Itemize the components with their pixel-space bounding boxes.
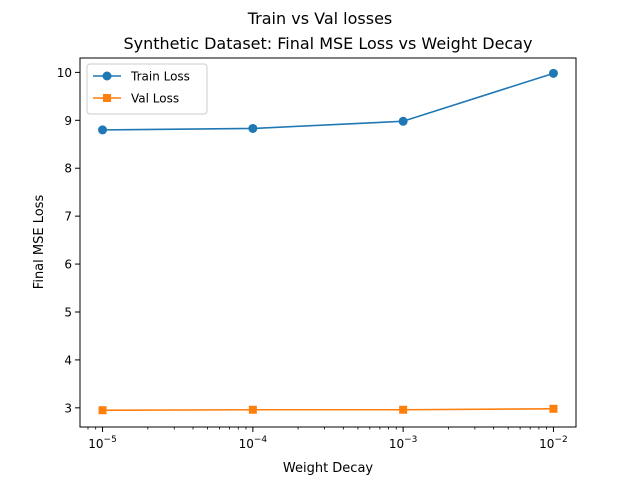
- legend-marker-square: [103, 94, 111, 102]
- x-tick-base: 10: [239, 437, 254, 451]
- y-axis-ticks: 3 4 5 6 7 8 9 10: [57, 66, 80, 415]
- x-tick-exponent: −3: [404, 435, 417, 445]
- x-axis-ticks: 10−5 10−4 10−3 10−2: [87, 427, 568, 451]
- x-tick-label: 10−2: [539, 435, 568, 451]
- chart-title: Synthetic Dataset: Final MSE Loss vs Wei…: [123, 34, 532, 53]
- data-point-circle: [548, 68, 558, 78]
- legend-marker-circle: [102, 71, 112, 81]
- series-line-0: [102, 72, 554, 131]
- y-tick-label: 4: [64, 353, 72, 367]
- plot-area: [98, 68, 558, 415]
- x-tick-exponent: −4: [254, 435, 268, 445]
- x-tick-base: 10: [389, 437, 404, 451]
- x-tick-label: 10−5: [88, 435, 117, 451]
- y-tick-label: 7: [64, 210, 72, 224]
- y-tick-label: 8: [64, 162, 72, 176]
- data-point-circle: [248, 123, 258, 133]
- y-tick-label: 9: [64, 114, 72, 128]
- data-point-circle: [398, 116, 408, 126]
- data-point-square: [549, 404, 558, 413]
- chart-suptitle: Train vs Val losses: [247, 9, 393, 28]
- y-tick-label: 5: [64, 305, 72, 319]
- x-axis-label: Weight Decay: [283, 461, 374, 476]
- x-tick-exponent: −5: [104, 435, 117, 445]
- x-tick-exponent: −2: [554, 435, 567, 445]
- y-axis-label: Final MSE Loss: [32, 195, 47, 290]
- data-point-circle: [98, 125, 108, 135]
- y-tick-label: 10: [57, 66, 72, 80]
- legend: Train Loss Val Loss: [86, 63, 208, 115]
- x-tick-label: 10−4: [239, 435, 268, 451]
- x-tick-base: 10: [539, 437, 554, 451]
- series-line-1: [102, 407, 554, 412]
- data-point-square: [98, 406, 107, 415]
- legend-label-0: Train Loss: [130, 70, 190, 84]
- y-tick-label: 6: [64, 258, 72, 272]
- legend-label-1: Val Loss: [131, 92, 179, 106]
- x-tick-label: 10−3: [389, 435, 418, 451]
- data-point-square: [399, 405, 408, 414]
- x-tick-base: 10: [88, 437, 103, 451]
- data-point-square: [248, 405, 257, 414]
- y-tick-label: 3: [64, 401, 72, 415]
- axes-frame: [79, 57, 577, 428]
